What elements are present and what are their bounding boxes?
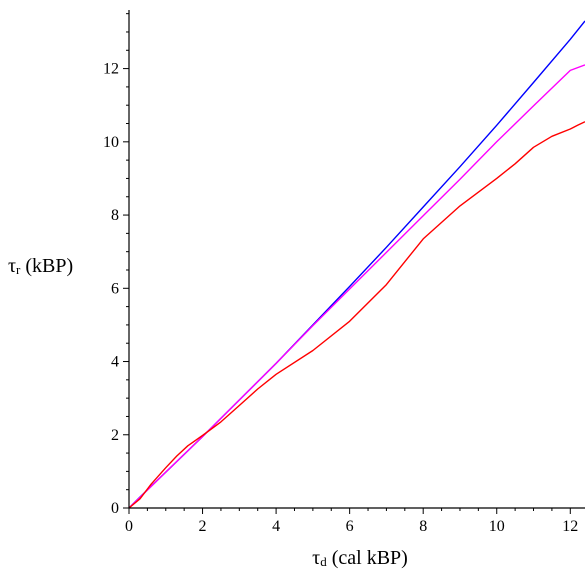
y-tick-label: 4 (111, 354, 119, 371)
x-axis-label: τd (cal kBP) (312, 547, 408, 569)
x-tick-label: 10 (489, 518, 505, 535)
y-tick-label: 12 (103, 61, 119, 78)
x-tick-label: 8 (419, 518, 427, 535)
y-tick-label: 0 (111, 500, 119, 517)
y-tick-label: 2 (111, 427, 119, 444)
y-axis-label: τr (kBP) (8, 255, 73, 277)
series-line-2 (128, 64, 585, 509)
axes (128, 10, 585, 509)
y-tick-label: 8 (111, 207, 119, 224)
series-group (128, 20, 585, 509)
x-tick-label: 12 (562, 518, 578, 535)
y-tick-label: 10 (103, 134, 119, 151)
series-line-1 (128, 20, 585, 509)
x-tick-label: 0 (125, 518, 133, 535)
x-tick-label: 4 (272, 518, 280, 535)
series-line-3 (128, 121, 585, 509)
ticks: 0 2 4 6 8 10 12 0 2 4 6 8 10 12 (103, 13, 578, 535)
x-tick-label: 6 (346, 518, 354, 535)
x-tick-label: 2 (199, 518, 207, 535)
y-tick-label: 6 (111, 280, 119, 297)
